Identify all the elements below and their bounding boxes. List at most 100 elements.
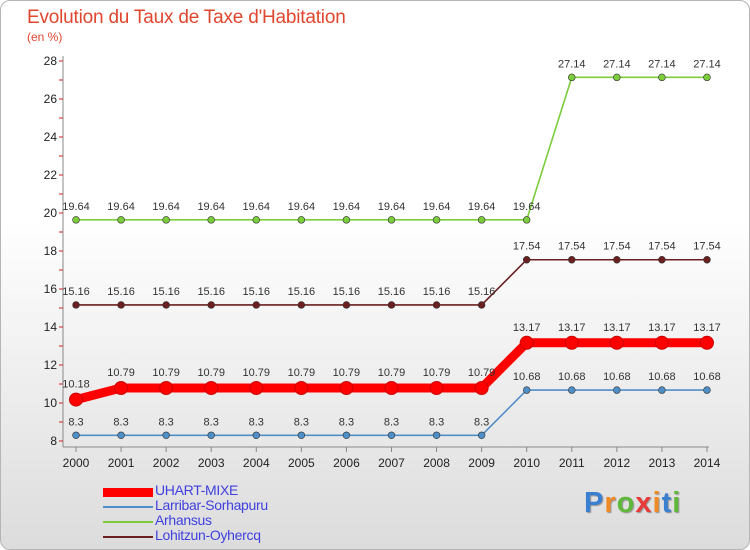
data-point [609, 335, 624, 350]
data-point [297, 431, 306, 439]
data-label: 10.68 [693, 371, 721, 383]
data-point [252, 301, 260, 309]
legend-item: Arhansus [103, 512, 403, 530]
legend: UHART-MIXE Larribar-Sorhapuru Arhansus Lohi… [103, 482, 403, 545]
data-label: 10.79 [288, 367, 316, 379]
y-tick-label: 12 [44, 358, 58, 372]
y-tick-label: 22 [44, 168, 58, 182]
data-point [658, 73, 666, 82]
data-label: 8.3 [113, 416, 128, 428]
data-label: 10.68 [648, 371, 676, 383]
data-point [207, 216, 215, 224]
legend-swatch [103, 536, 153, 538]
data-point [703, 256, 711, 264]
data-label: 15.16 [197, 286, 225, 298]
data-label: 10.79 [107, 367, 135, 379]
data-label: 10.68 [603, 371, 631, 383]
data-label: 13.17 [603, 322, 631, 334]
data-label: 8.3 [384, 416, 399, 428]
data-point [699, 335, 714, 350]
data-point [69, 392, 83, 407]
data-point [522, 216, 531, 224]
data-label: 13.17 [558, 322, 586, 334]
data-label: 10.79 [423, 367, 451, 379]
data-point [207, 431, 215, 439]
data-label: 15.16 [107, 286, 135, 298]
data-point [114, 380, 129, 395]
data-point [252, 216, 260, 224]
data-point [342, 431, 351, 439]
series-line-lohitzun-oyhercq [75, 258, 708, 306]
y-tick-label: 26 [44, 92, 58, 106]
data-label: 27.14 [603, 58, 631, 70]
brand-letter: r [604, 487, 617, 519]
x-tick-label: 2012 [603, 456, 630, 470]
data-point [72, 431, 80, 439]
data-point [568, 73, 576, 82]
data-point [162, 431, 170, 439]
data-point [654, 335, 669, 350]
data-label: 15.16 [333, 286, 361, 298]
data-point [522, 256, 531, 264]
data-label: 19.64 [468, 201, 496, 213]
data-point [162, 301, 170, 309]
data-point [658, 256, 666, 264]
data-point [162, 216, 170, 224]
brand-logo: Proxiti [584, 487, 681, 520]
brand-letter: i [652, 487, 662, 519]
legend-label: Lohitzun-Oyhercq [155, 527, 261, 543]
brand-letter: t [661, 487, 673, 519]
data-label: 8.3 [158, 416, 173, 428]
data-point [387, 431, 396, 439]
data-label: 17.54 [603, 241, 631, 253]
data-label: 8.3 [68, 416, 83, 428]
x-tick-label: 2004 [243, 456, 270, 470]
legend-label: Arhansus [155, 512, 212, 528]
x-tick-label: 2014 [694, 456, 721, 470]
data-point [342, 301, 351, 309]
data-point [658, 386, 666, 394]
brand-letter: x [635, 487, 653, 519]
data-label: 8.3 [249, 416, 264, 428]
data-label: 8.3 [474, 416, 489, 428]
data-point [429, 380, 444, 395]
legend-label: UHART-MIXE [155, 482, 239, 498]
data-point [477, 301, 486, 309]
data-label: 15.16 [468, 286, 496, 298]
chart-title: Evolution du Taux de Taxe d'Habitation [27, 7, 346, 28]
data-point [252, 431, 260, 439]
x-tick-label: 2001 [108, 456, 135, 470]
data-label: 17.54 [693, 241, 721, 253]
data-label: 19.64 [288, 201, 316, 213]
data-point [72, 301, 80, 309]
data-label: 19.64 [152, 201, 180, 213]
y-tick-label: 16 [44, 282, 58, 296]
data-label: 19.64 [62, 201, 90, 213]
data-label: 19.64 [333, 201, 361, 213]
brand-letter: i [672, 487, 682, 519]
legend-item: UHART-MIXE [103, 482, 403, 500]
y-tick-label: 10 [44, 396, 58, 410]
data-point [387, 216, 396, 224]
data-label: 15.16 [243, 286, 271, 298]
data-point [613, 386, 621, 394]
data-point [613, 73, 621, 82]
data-label: 10.68 [558, 371, 586, 383]
data-point [72, 216, 80, 224]
data-label: 15.16 [423, 286, 451, 298]
data-label: 8.3 [339, 416, 354, 428]
data-label: 19.64 [243, 201, 271, 213]
data-point [294, 380, 309, 395]
data-label: 27.14 [648, 58, 676, 70]
x-tick-label: 2013 [649, 456, 676, 470]
data-point [703, 386, 711, 394]
data-point [204, 380, 219, 395]
y-tick-label: 28 [44, 54, 58, 68]
data-point [477, 431, 486, 439]
data-point [339, 380, 354, 395]
y-tick-label: 14 [44, 320, 58, 334]
data-point [207, 301, 215, 309]
data-point [384, 380, 399, 395]
data-label: 8.3 [204, 416, 219, 428]
legend-swatch [103, 506, 153, 508]
